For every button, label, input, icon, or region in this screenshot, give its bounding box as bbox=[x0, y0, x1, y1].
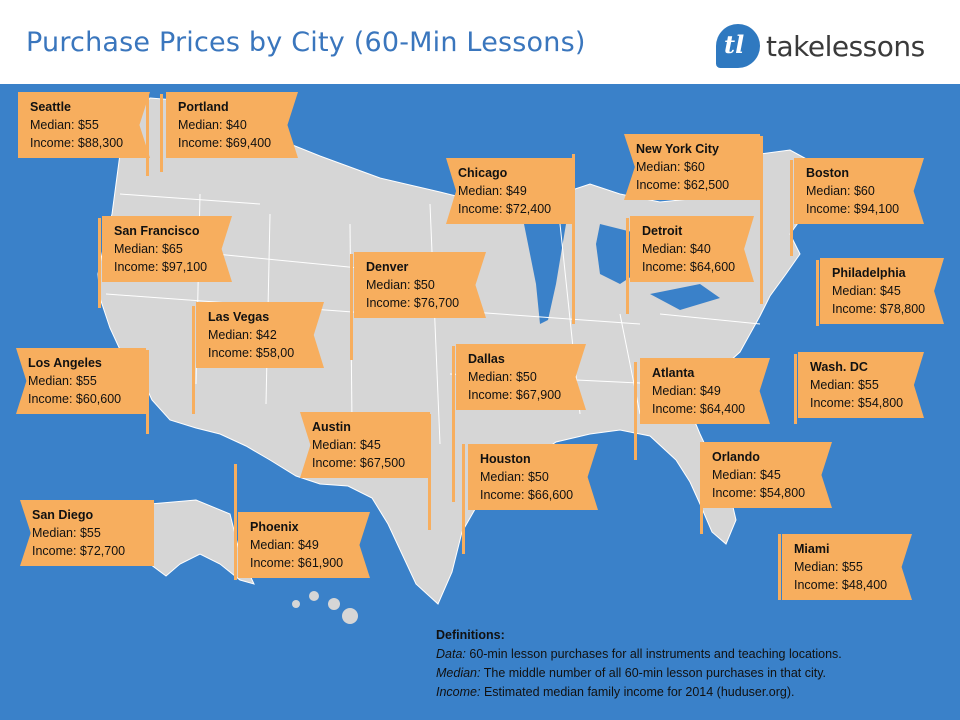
great-lakes-shape bbox=[520, 200, 566, 324]
lasvegas-pole bbox=[192, 306, 195, 414]
dallas-pole bbox=[452, 346, 455, 502]
washdc-pole bbox=[794, 354, 797, 424]
city-flag-losangeles: Los Angeles Median: $55 Income: $60,600 bbox=[16, 348, 146, 414]
chicago-pole bbox=[572, 154, 575, 324]
city-flag-miami: Miami Median: $55 Income: $48,400 bbox=[782, 534, 912, 600]
hawaii-island bbox=[292, 600, 300, 608]
seattle-pole bbox=[146, 94, 149, 176]
miami-pole bbox=[778, 534, 781, 600]
losangeles-pole bbox=[146, 350, 149, 434]
takelessons-logo: tl takelessons bbox=[716, 22, 925, 70]
detroit-pole bbox=[626, 218, 629, 314]
map-area: Seattle Median: $55 Income: $88,300 Portla… bbox=[0, 84, 960, 720]
city-flag-houston: Houston Median: $50 Income: $66,600 bbox=[468, 444, 598, 510]
city-flag-philadelphia: Philadelphia Median: $45 Income: $78,800 bbox=[820, 258, 944, 324]
city-flag-sanfrancisco: San Francisco Median: $65 Income: $97,100 bbox=[102, 216, 232, 282]
definition-income: Income: Estimated median family income f… bbox=[436, 685, 795, 699]
phoenix-pole bbox=[234, 464, 237, 580]
portland-pole bbox=[160, 94, 163, 172]
sanfrancisco-pole bbox=[98, 218, 101, 308]
atlanta-pole bbox=[634, 362, 637, 460]
definition-median: Median: The middle number of all 60-min … bbox=[436, 666, 827, 680]
page-title: Purchase Prices by City (60-Min Lessons) bbox=[26, 27, 586, 58]
city-flag-atlanta: Atlanta Median: $49 Income: $64,400 bbox=[640, 358, 770, 424]
city-flag-lasvegas: Las Vegas Median: $42 Income: $58,00 bbox=[196, 302, 324, 368]
city-flag-washdc: Wash. DC Median: $55 Income: $54,800 bbox=[798, 352, 924, 418]
houston-pole bbox=[462, 444, 465, 554]
city-flag-seattle: Seattle Median: $55 Income: $88,300 bbox=[18, 92, 150, 158]
definition-data: Data: 60-min lesson purchases for all in… bbox=[436, 647, 842, 661]
header: Purchase Prices by City (60-Min Lessons)… bbox=[0, 0, 960, 84]
city-flag-phoenix: Phoenix Median: $49 Income: $61,900 bbox=[238, 512, 370, 578]
city-flag-newyork: New York City Median: $60 Income: $62,500 bbox=[624, 134, 760, 200]
denver-pole bbox=[350, 254, 353, 360]
logo-text: takelessons bbox=[766, 29, 925, 63]
logo-mark-icon: tl bbox=[716, 24, 760, 68]
city-flag-dallas: Dallas Median: $50 Income: $67,900 bbox=[456, 344, 586, 410]
definitions-panel: Definitions: Data: 60-min lesson purchas… bbox=[436, 626, 842, 702]
definitions-heading: Definitions: bbox=[436, 628, 505, 642]
city-flag-austin: Austin Median: $45 Income: $67,500 bbox=[300, 412, 430, 478]
city-flag-orlando: Orlando Median: $45 Income: $54,800 bbox=[700, 442, 832, 508]
city-flag-sandiego: San Diego Median: $55 Income: $72,700 bbox=[20, 500, 154, 566]
city-flag-boston: Boston Median: $60 Income: $94,100 bbox=[794, 158, 924, 224]
city-flag-portland: Portland Median: $40 Income: $69,400 bbox=[166, 92, 298, 158]
city-flag-denver: Denver Median: $50 Income: $76,700 bbox=[354, 252, 486, 318]
city-flag-detroit: Detroit Median: $40 Income: $64,600 bbox=[630, 216, 754, 282]
city-flag-chicago: Chicago Median: $49 Income: $72,400 bbox=[446, 158, 572, 224]
boston-pole bbox=[790, 160, 793, 256]
newyork-pole bbox=[760, 136, 763, 304]
philadelphia-pole bbox=[816, 260, 819, 326]
